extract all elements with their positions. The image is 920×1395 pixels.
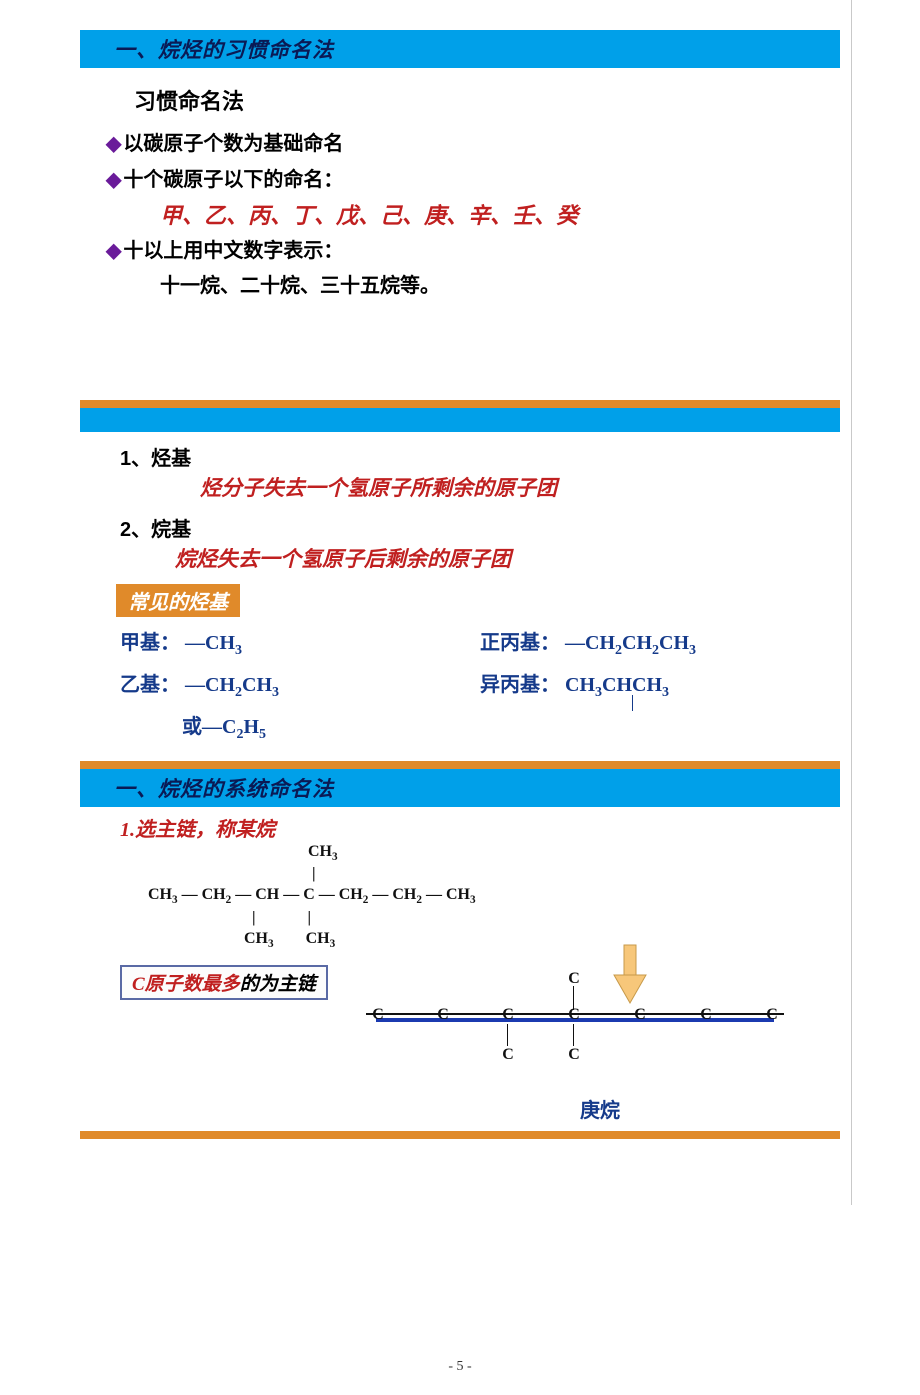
isopropyl-formula: CH3CHCH3 xyxy=(565,674,669,696)
section2-header-blank xyxy=(80,408,840,432)
hydrocarbyl-label: 1、烃基 xyxy=(120,442,840,471)
skeleton-bond-down1 xyxy=(507,1024,508,1046)
diamond-icon: ◆ xyxy=(106,169,121,191)
skeleton-C-down2: C xyxy=(566,1046,582,1064)
skeleton-C4: C xyxy=(566,1006,582,1024)
section3-header: 一、烷烃的系统命名法 xyxy=(80,769,840,807)
divider-orange-1 xyxy=(80,400,840,408)
max-carbon-box: C原子数最多的为主链 xyxy=(120,965,328,1000)
alkyl-label: 2、烷基 xyxy=(120,513,840,542)
bullet1-text: 以碳原子个数为基础命名 xyxy=(123,133,343,155)
bullet2-text: 十个碳原子以下的命名： xyxy=(123,169,343,191)
methyl-label: 甲基： xyxy=(120,632,180,654)
isopropyl-label: 异丙基： xyxy=(480,674,560,696)
over-ten-examples: 十一烷、二十烷、三十五烷等。 xyxy=(160,269,840,298)
groups-row-2: 乙基： —CH2CH3 异丙基： CH3CHCH3 xyxy=(120,665,840,707)
section2-block: 1、烃基 烃分子失去一个氢原子所剩余的原子团 2、烷基 烷烃失去一个氢原子后剩余… xyxy=(80,432,840,756)
npropyl-label: 正丙基： xyxy=(480,632,560,654)
hydrocarbyl-def: 烃分子失去一个氢原子所剩余的原子团 xyxy=(200,471,840,507)
methyl-formula: —CH3 xyxy=(185,632,242,654)
max-carbon-red: C原子数最多 xyxy=(132,974,240,995)
groups-row-3: 或—C2H5 xyxy=(120,707,840,749)
divider-orange-3 xyxy=(80,1131,840,1139)
carbon-skeleton: C C C C C C C C C C xyxy=(370,970,790,1090)
bullet-over-ten: ◆十以上用中文数字表示： xyxy=(106,233,840,269)
npropyl-formula: —CH2CH2CH3 xyxy=(565,632,696,654)
skeleton-C-down1: C xyxy=(500,1046,516,1064)
rule-1-title: 1.选主链，称某烷 xyxy=(120,813,840,842)
ethyl-label: 乙基： xyxy=(120,674,180,696)
diamond-icon: ◆ xyxy=(106,240,121,262)
ethyl-formula-1: —CH2CH3 xyxy=(185,674,279,696)
diamond-icon: ◆ xyxy=(106,133,121,155)
max-carbon-tail: 的为主链 xyxy=(240,974,316,995)
ten-heavenly-stems: 甲、乙、丙、丁、戊、己、庚、辛、壬、癸 xyxy=(160,198,840,233)
skeleton-C5: C xyxy=(632,1006,648,1024)
bullet-under-ten: ◆十个碳原子以下的命名： xyxy=(106,162,840,198)
alkyl-def: 烷烃失去一个氢原子后剩余的原子团 xyxy=(175,542,840,578)
section3-block: 1.选主链，称某烷 CH3 | CH3 — CH2 — CH — C — CH2… xyxy=(80,813,840,1124)
skeleton-bond-down2 xyxy=(573,1024,574,1046)
isopropyl-bond-line xyxy=(632,695,633,711)
page-number: - 5 - xyxy=(80,1359,840,1395)
section1-header: 一、烷烃的习惯命名法 xyxy=(80,30,840,68)
bullet3-text: 十以上用中文数字表示： xyxy=(123,240,343,262)
skeleton-C1: C xyxy=(370,1006,386,1024)
common-groups-tag: 常见的烃基 xyxy=(116,584,240,617)
heptane-label: 庚烷 xyxy=(580,1094,840,1123)
section1-block: 习惯命名法 ◆以碳原子个数为基础命名 ◆十个碳原子以下的命名： 甲、乙、丙、丁、… xyxy=(80,84,840,386)
divider-orange-2 xyxy=(80,761,840,769)
structural-formula: CH3 | CH3 — CH2 — CH — C — CH2 — CH2 — C… xyxy=(140,842,840,952)
skeleton-C6: C xyxy=(698,1006,714,1024)
skeleton-C7: C xyxy=(764,1006,780,1024)
page-right-border xyxy=(851,0,852,1205)
skeleton-C3: C xyxy=(500,1006,516,1024)
ethyl-formula-2: 或—C2H5 xyxy=(182,716,266,738)
bullet-carbon-count: ◆以碳原子个数为基础命名 xyxy=(106,126,840,162)
groups-row-1: 甲基： —CH3 正丙基： —CH2CH2CH3 xyxy=(120,623,840,665)
skeleton-C2: C xyxy=(435,1006,451,1024)
page-container: 一、烷烃的习惯命名法 习惯命名法 ◆以碳原子个数为基础命名 ◆十个碳原子以下的命… xyxy=(80,0,840,1395)
skeleton-C-up: C xyxy=(566,970,582,988)
section1-subtitle: 习惯命名法 xyxy=(134,84,840,116)
